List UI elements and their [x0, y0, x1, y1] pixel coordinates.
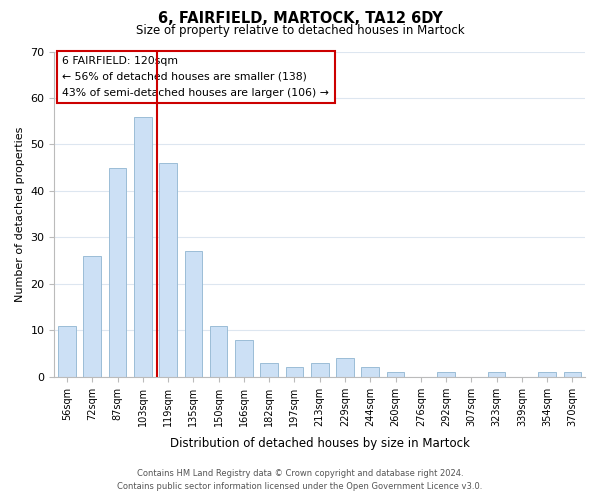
Bar	[437, 372, 455, 377]
Bar	[185, 252, 202, 377]
Bar	[134, 116, 152, 377]
Bar	[159, 163, 177, 377]
Bar	[538, 372, 556, 377]
Bar	[286, 368, 303, 377]
Bar	[563, 372, 581, 377]
X-axis label: Distribution of detached houses by size in Martock: Distribution of detached houses by size …	[170, 437, 470, 450]
Bar	[58, 326, 76, 377]
Bar	[386, 372, 404, 377]
Bar	[488, 372, 505, 377]
Y-axis label: Number of detached properties: Number of detached properties	[15, 126, 25, 302]
Bar	[83, 256, 101, 377]
Bar	[336, 358, 354, 377]
Text: Size of property relative to detached houses in Martock: Size of property relative to detached ho…	[136, 24, 464, 37]
Text: 6 FAIRFIELD: 120sqm
← 56% of detached houses are smaller (138)
43% of semi-detac: 6 FAIRFIELD: 120sqm ← 56% of detached ho…	[62, 56, 329, 98]
Bar	[109, 168, 127, 377]
Bar	[210, 326, 227, 377]
Text: Contains HM Land Registry data © Crown copyright and database right 2024.
Contai: Contains HM Land Registry data © Crown c…	[118, 469, 482, 491]
Bar	[311, 363, 329, 377]
Text: 6, FAIRFIELD, MARTOCK, TA12 6DY: 6, FAIRFIELD, MARTOCK, TA12 6DY	[158, 11, 442, 26]
Bar	[235, 340, 253, 377]
Bar	[260, 363, 278, 377]
Bar	[361, 368, 379, 377]
